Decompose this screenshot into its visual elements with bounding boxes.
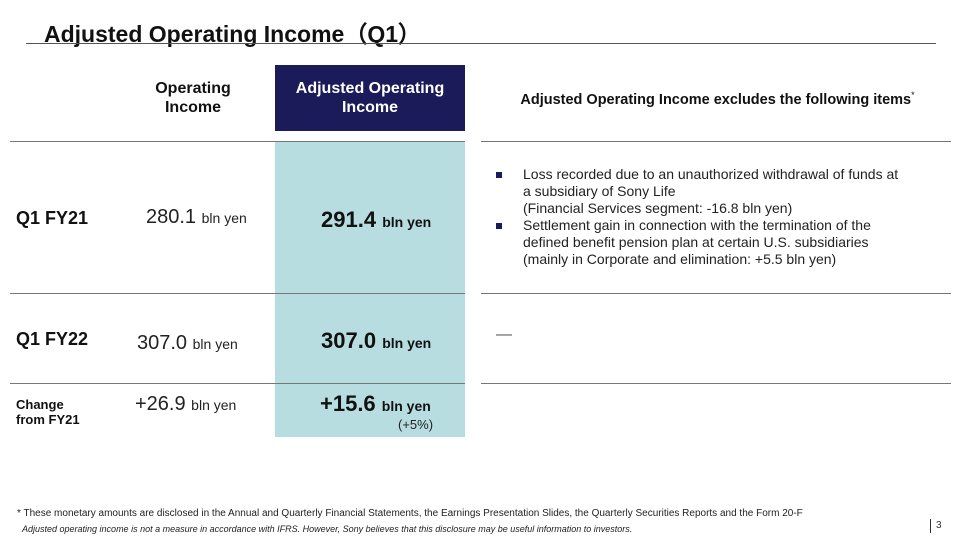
adjusted-column-highlight: [275, 141, 465, 437]
header-operating-income: Operating Income: [140, 79, 246, 117]
header-excluded-mark: *: [911, 90, 915, 100]
row-label-q1-fy22: Q1 FY22: [16, 329, 89, 349]
excluded-item-line: Loss recorded due to an unauthorized wit…: [523, 166, 899, 182]
value: 291.4: [321, 207, 377, 232]
unit: bln yen: [382, 214, 432, 230]
adjusted-change-percent: (+5%): [398, 417, 434, 432]
value: 307.0: [321, 328, 377, 353]
footnote-ifrs: Adjusted operating income is not a measu…: [22, 524, 633, 534]
unit: bln yen: [382, 335, 432, 351]
unit: bln yen: [191, 397, 237, 413]
operating-income-q1-fy21: 280.1 bln yen: [146, 206, 247, 229]
row-divider: [481, 293, 951, 294]
adjusted-income-change: +15.6 bln yen: [320, 391, 431, 417]
change-label-line2: from FY21: [16, 412, 80, 427]
fy22-excluded-none: —: [496, 326, 512, 343]
excluded-item: Settlement gain in connection with the t…: [496, 217, 951, 268]
page-number: 3: [936, 520, 942, 531]
row-divider: [10, 293, 465, 294]
row-divider: [481, 141, 951, 142]
unit: bln yen: [381, 398, 431, 414]
excluded-item: Loss recorded due to an unauthorized wit…: [496, 166, 951, 217]
operating-income-change: +26.9 bln yen: [135, 393, 236, 416]
excluded-items-list: Loss recorded due to an unauthorized wit…: [496, 166, 951, 268]
value: 307.0: [137, 332, 188, 354]
header-operating-line2: Income: [164, 99, 221, 116]
footnote-disclosure: * These monetary amounts are disclosed i…: [17, 508, 803, 519]
excluded-item-line: defined benefit pension plan at certain …: [523, 234, 869, 250]
excluded-item-line: (mainly in Corporate and elimination: +5…: [523, 251, 837, 267]
change-label-line1: Change: [16, 397, 64, 412]
row-divider: [10, 383, 465, 384]
unit: bln yen: [201, 210, 247, 226]
slide-title: Adjusted Operating Income（Q1）: [44, 21, 421, 47]
page-number-divider: [930, 519, 931, 533]
header-excluded-items: Adjusted Operating Income excludes the f…: [480, 90, 955, 108]
header-adjusted-line2: Income: [341, 99, 398, 116]
header-adjusted-line1: Adjusted Operating: [295, 80, 445, 97]
row-label-change: Change from FY21: [16, 397, 80, 427]
row-divider: [10, 141, 465, 142]
excluded-item-line: Settlement gain in connection with the t…: [523, 217, 871, 233]
bullet-square-icon: [496, 223, 502, 229]
value: +15.6: [320, 391, 376, 416]
adjusted-income-q1-fy22: 307.0 bln yen: [321, 328, 431, 354]
bullet-square-icon: [496, 172, 502, 178]
row-divider: [481, 383, 951, 384]
operating-income-q1-fy22: 307.0 bln yen: [137, 332, 238, 355]
value: 280.1: [146, 206, 197, 228]
header-operating-line1: Operating: [155, 80, 231, 97]
adjusted-income-q1-fy21: 291.4 bln yen: [321, 207, 431, 233]
excluded-item-line: a subsidiary of Sony Life: [523, 183, 676, 199]
value: +26.9: [135, 393, 186, 415]
title-underline: [26, 43, 936, 44]
header-adjusted-operating-income: Adjusted Operating Income: [275, 65, 465, 131]
header-excluded-text: Adjusted Operating Income excludes the f…: [520, 91, 912, 108]
row-label-q1-fy21: Q1 FY21: [16, 208, 89, 228]
unit: bln yen: [192, 336, 238, 352]
excluded-item-line: (Financial Services segment: -16.8 bln y…: [523, 200, 793, 216]
